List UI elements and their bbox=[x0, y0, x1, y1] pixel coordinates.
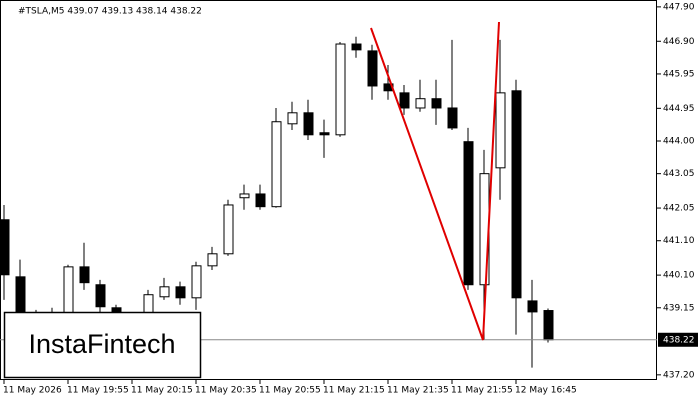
candle-body bbox=[527, 300, 538, 313]
logo-box bbox=[3, 311, 202, 379]
candle-body bbox=[543, 310, 554, 341]
y-tick-label: 437.20 bbox=[663, 370, 695, 380]
candle-body bbox=[255, 193, 266, 208]
x-tick-label: 11 May 20:55 bbox=[259, 386, 321, 396]
x-tick-label: 11 May 20:15 bbox=[131, 386, 193, 396]
candle-body bbox=[367, 50, 378, 87]
candle-body bbox=[447, 107, 458, 129]
chart-title: #TSLA,M5 439.07 439.13 438.14 438.22 bbox=[18, 7, 202, 17]
candle-body bbox=[0, 219, 10, 276]
y-tick-label: 441.10 bbox=[663, 236, 695, 246]
x-tick-label: 12 May 16:45 bbox=[515, 386, 577, 396]
y-tick-label: 442.05 bbox=[663, 204, 695, 214]
x-tick-label: 11 May 2026 bbox=[3, 386, 62, 396]
candle-body bbox=[79, 266, 90, 284]
y-tick-label: 443.05 bbox=[663, 169, 695, 179]
x-tick-label: 11 May 20:35 bbox=[195, 386, 257, 396]
pattern-line bbox=[370, 21, 500, 341]
candle-body bbox=[319, 132, 330, 136]
y-tick-label: 445.95 bbox=[663, 69, 695, 79]
candle-body bbox=[207, 253, 218, 267]
plot bbox=[0, 36, 657, 368]
candle-body bbox=[399, 92, 410, 109]
x-tick-label: 11 May 21:55 bbox=[451, 386, 513, 396]
logo: InstaFintech bbox=[28, 329, 175, 359]
candle-body bbox=[191, 265, 202, 299]
candle-body bbox=[239, 193, 250, 199]
candle-body bbox=[175, 286, 186, 299]
candle-body bbox=[271, 121, 282, 208]
y-tick-label: 444.95 bbox=[663, 104, 695, 114]
candle-body bbox=[287, 112, 298, 125]
candle-body bbox=[303, 112, 314, 136]
y-tick-label: 446.90 bbox=[663, 37, 695, 47]
candle-body bbox=[159, 286, 170, 298]
candle-body bbox=[431, 98, 442, 109]
y-tick-label: 439.15 bbox=[663, 303, 695, 313]
candle-body bbox=[495, 92, 506, 169]
price-label-box bbox=[658, 332, 698, 347]
y-tick-label: 447.90 bbox=[663, 2, 695, 12]
candle-body bbox=[223, 204, 234, 255]
candle-body bbox=[15, 276, 26, 314]
candle-body bbox=[95, 284, 106, 308]
x-tick-label: 11 May 21:15 bbox=[323, 386, 385, 396]
x-tick-label: 11 May 19:55 bbox=[67, 386, 129, 396]
x-tick-label: 11 May 21:35 bbox=[387, 386, 449, 396]
candle-body bbox=[511, 90, 522, 299]
y-tick-label: 440.10 bbox=[663, 271, 695, 281]
y-tick-label: 444.00 bbox=[663, 136, 695, 146]
candle-body bbox=[335, 43, 346, 136]
candle-body bbox=[415, 98, 426, 109]
price-label: 438.22 bbox=[663, 335, 695, 345]
candle-body bbox=[463, 141, 474, 286]
candle-body bbox=[351, 43, 362, 51]
